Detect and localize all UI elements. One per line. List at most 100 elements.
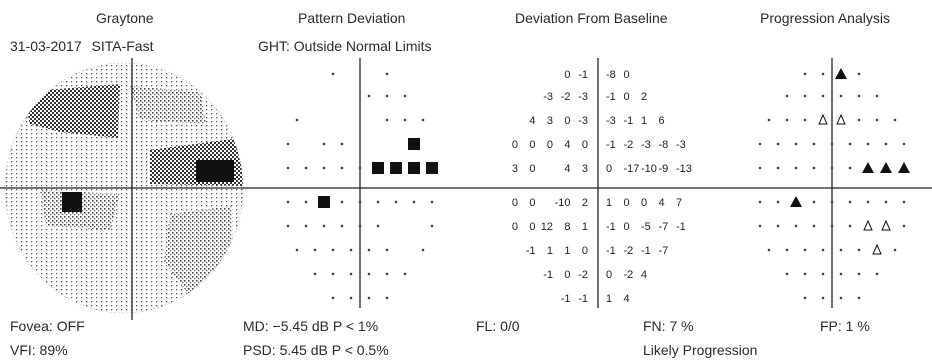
pa-no-change-dot: [821, 296, 825, 300]
exam-strategy: SITA-Fast: [91, 38, 154, 54]
pa-no-change-dot: [839, 248, 843, 252]
pd-symbol-dot: [340, 166, 344, 170]
baseline-value: -3: [606, 115, 616, 127]
pd-symbol-dot: [322, 166, 326, 170]
baseline-value: 4: [529, 115, 535, 127]
pattern-deviation-header: Pattern Deviation: [298, 10, 406, 26]
pd-symbol-dot: [358, 166, 362, 170]
pd-symbol-dot: [403, 272, 407, 276]
pa-no-change-dot: [848, 142, 852, 146]
pa-no-change-dot: [794, 166, 798, 170]
pa-open-triangle: [818, 113, 828, 125]
baseline-value: -1: [578, 293, 588, 305]
baseline-value: 3: [582, 163, 588, 175]
baseline-value: -8: [606, 69, 616, 81]
pd-symbol-p5: [408, 138, 420, 150]
baseline-value: 3: [547, 115, 553, 127]
pa-no-change-dot: [785, 272, 789, 276]
baseline-value: -3: [543, 91, 553, 103]
baseline-value: 0: [512, 139, 518, 151]
pd-symbol-dot: [322, 224, 326, 228]
baseline-value: 0: [624, 69, 630, 81]
baseline-value: -1: [606, 139, 616, 151]
pd-symbol-dot: [376, 224, 380, 228]
pd-symbol-p3: [328, 91, 338, 101]
graytone-field: [5, 63, 243, 313]
baseline-value: -1: [606, 221, 616, 233]
baseline-value: -13: [676, 163, 692, 175]
pa-solid-triangle: [835, 68, 847, 79]
baseline-value: -7: [659, 245, 669, 257]
pd-symbol-dot: [304, 224, 308, 228]
pd-symbol-dot: [313, 272, 317, 276]
false-positives: FP: 1 %: [820, 318, 870, 334]
baseline-value: -5: [641, 221, 651, 233]
pa-no-change-dot: [839, 296, 843, 300]
pa-no-change-dot: [776, 166, 780, 170]
pd-symbol-dot: [421, 248, 425, 252]
baseline-value: -1: [526, 245, 536, 257]
pd-symbol-p4: [409, 221, 419, 231]
baseline-value: -3: [578, 115, 588, 127]
progression-analysis-plot: [758, 68, 910, 300]
pa-no-change-dot: [803, 248, 807, 252]
pa-open-triangle: [863, 219, 873, 231]
pa-no-change-dot: [893, 118, 897, 122]
pd-symbol-p3: [373, 139, 383, 149]
pa-no-change-dot: [803, 72, 807, 76]
pa-no-change-dot: [902, 142, 906, 146]
baseline-value: -1: [543, 269, 553, 281]
pd-symbol-dot: [367, 248, 371, 252]
pa-no-change-dot: [758, 142, 762, 146]
pa-no-change-dot: [821, 72, 825, 76]
baseline-value: 1: [641, 115, 647, 127]
pa-no-change-dot: [758, 200, 762, 204]
pa-no-change-dot: [875, 94, 879, 98]
baseline-value: 0: [529, 221, 535, 233]
pa-open-triangle: [836, 113, 846, 125]
progression-status: Likely Progression: [643, 342, 758, 358]
pd-symbol-dot: [385, 94, 389, 98]
pd-symbol-dot: [430, 200, 434, 204]
pd-symbol-p4: [364, 115, 374, 125]
baseline-value: 0: [606, 269, 612, 281]
pa-no-change-dot: [758, 224, 762, 228]
pa-no-change-dot: [776, 224, 780, 228]
pd-symbol-dot: [286, 224, 290, 228]
pa-no-change-dot: [857, 248, 861, 252]
pd-symbol-dot: [286, 166, 290, 170]
pd-symbol-dot: [385, 248, 389, 252]
pa-solid-triangle: [898, 162, 910, 173]
pd-symbol-dot: [385, 72, 389, 76]
pd-symbol-p5: [318, 196, 330, 208]
baseline-value: -1: [641, 245, 651, 257]
pd-symbol-p2: [364, 69, 374, 79]
pd-symbol-dot: [340, 200, 344, 204]
pa-no-change-dot: [857, 94, 861, 98]
pa-no-change-dot: [830, 224, 834, 228]
exam-date: 31-03-2017: [10, 38, 82, 54]
pa-no-change-dot: [839, 272, 843, 276]
baseline-value: 3: [512, 163, 518, 175]
pa-no-change-dot: [902, 224, 906, 228]
pd-symbol-dot: [340, 224, 344, 228]
pd-symbol-dot: [286, 200, 290, 204]
pd-symbol-dot: [331, 248, 335, 252]
baseline-value: 0: [529, 139, 535, 151]
pa-no-change-dot: [803, 296, 807, 300]
pa-solid-triangle: [790, 196, 802, 207]
pd-symbol-dot: [322, 142, 326, 146]
pa-no-change-dot: [812, 200, 816, 204]
pd-symbol-p2: [310, 91, 320, 101]
baseline-value: 0: [512, 197, 518, 209]
pa-no-change-dot: [812, 166, 816, 170]
fovea-status: Fovea: OFF: [10, 318, 85, 334]
pd-symbol-dot: [367, 272, 371, 276]
baseline-value: -10: [641, 163, 657, 175]
pd-symbol-dot: [421, 118, 425, 122]
baseline-value: 0: [564, 115, 570, 127]
baseline-value: -2: [561, 91, 571, 103]
pd-symbol-dot: [295, 248, 299, 252]
psd-value: PSD: 5.45 dB P < 0.5%: [243, 342, 389, 358]
